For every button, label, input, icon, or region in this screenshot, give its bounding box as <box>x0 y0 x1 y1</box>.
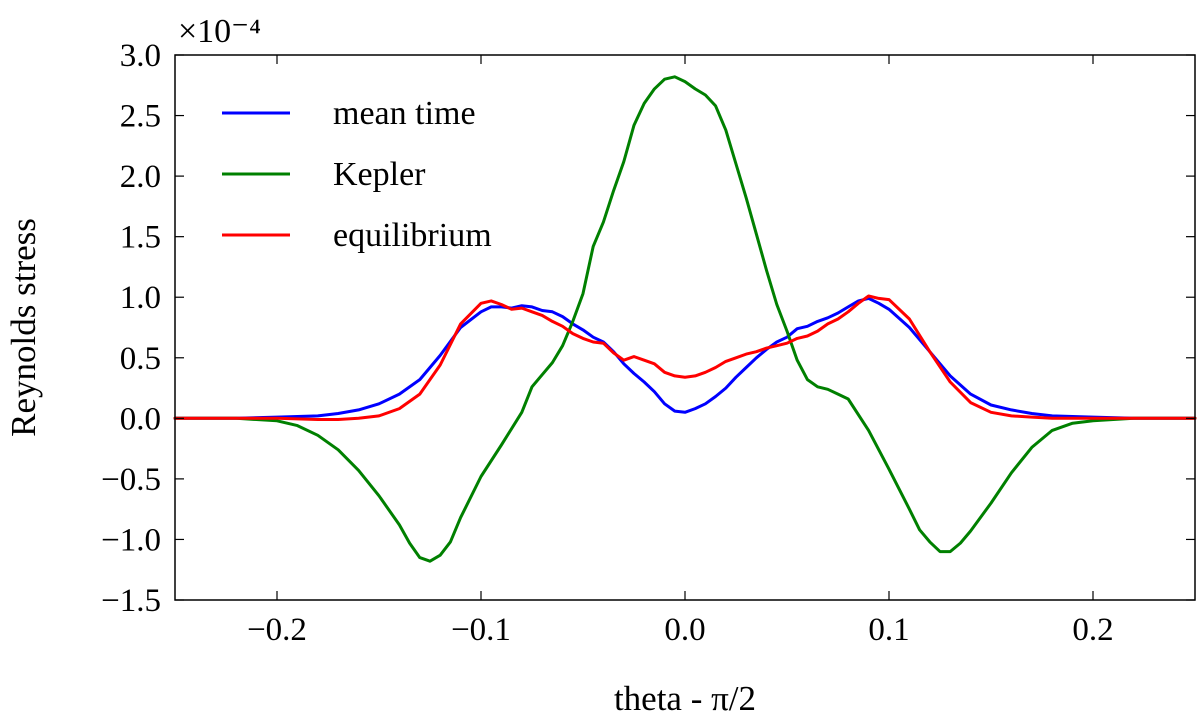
y-tick-label: 1.5 <box>120 220 161 256</box>
legend-label: Kepler <box>333 156 426 193</box>
y-axis-label: Reynolds stress <box>4 218 43 437</box>
x-tick-label: −0.2 <box>247 612 307 648</box>
x-axis-label: theta - π/2 <box>614 679 756 718</box>
plot-frame <box>174 54 1196 601</box>
y-tick-label: 2.0 <box>120 159 161 195</box>
x-tick-label: 0.2 <box>1072 612 1113 648</box>
series-line-mean-time <box>173 296 1197 420</box>
y-tick-label: 0.5 <box>120 341 161 377</box>
series-layer <box>173 75 1197 563</box>
legend-label: mean time <box>333 95 476 132</box>
y-tick-label: 2.5 <box>120 99 161 135</box>
legend: mean time Kepler equilibrium <box>222 95 492 254</box>
x-tick-label: −0.1 <box>451 612 511 648</box>
series-line-kepler <box>173 75 1197 563</box>
y-tick-label: −1.5 <box>101 583 161 619</box>
y-scale-label: ×10⁻⁴ <box>178 13 261 50</box>
y-tick-label: 1.0 <box>120 280 161 316</box>
y-tick-label: 3.0 <box>120 38 161 74</box>
y-tick-label: −0.5 <box>101 462 161 498</box>
y-tick-label: −1.0 <box>101 522 161 558</box>
y-tick-label: 0.0 <box>120 401 161 437</box>
series-line-equilibrium <box>173 294 1197 421</box>
ticks-layer: −0.2 −0.1 0.0 0.1 0.2 −1.5 −1.0 −0.5 0.0 0.5 1.0 1.… <box>101 38 1195 648</box>
x-tick-label: 0.1 <box>868 612 909 648</box>
x-tick-label: 0.0 <box>664 612 705 648</box>
legend-label: equilibrium <box>333 217 492 254</box>
